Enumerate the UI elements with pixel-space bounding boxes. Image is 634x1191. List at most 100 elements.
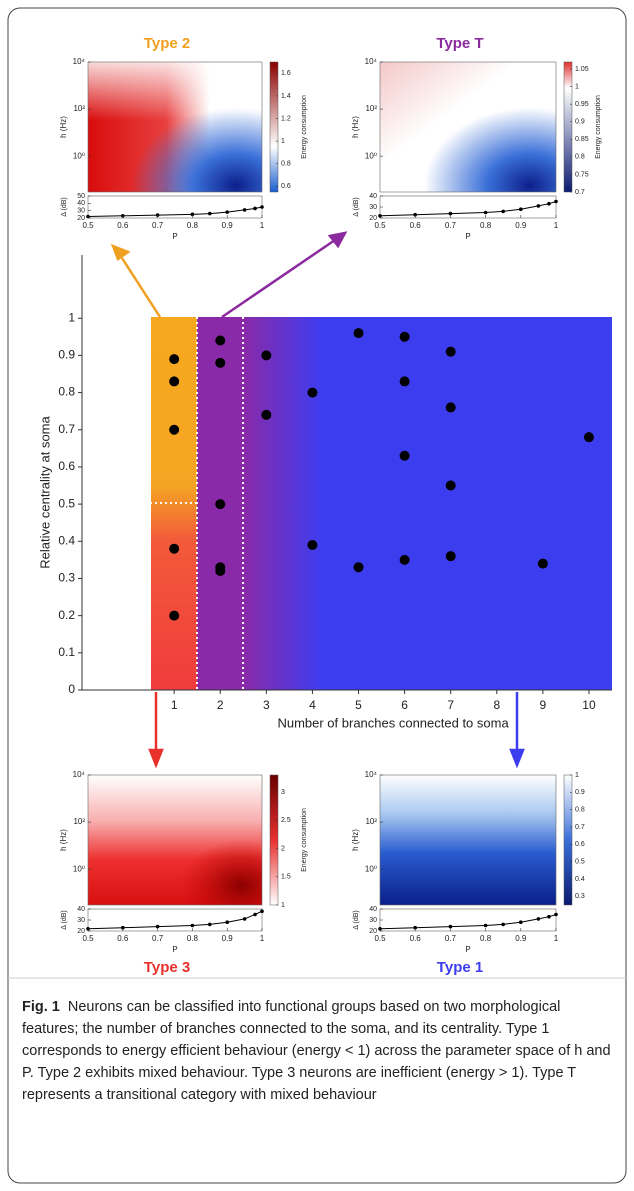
y-tick-label: 10⁴	[365, 770, 378, 779]
colorbar-label: Energy consumption	[301, 95, 308, 159]
delta-point	[554, 912, 558, 917]
x-tick-label: 1	[260, 221, 265, 230]
delta-y-label: Δ (dB)	[61, 910, 68, 929]
panel-title: Type 1	[437, 959, 483, 976]
colorbar-tick-label: 0.9	[575, 119, 585, 126]
arrows	[110, 231, 525, 769]
x-tick-label: 0.5	[82, 221, 94, 230]
colorbar-tick-label: 1.5	[281, 874, 291, 881]
delta-point	[448, 924, 453, 929]
y-tick-label: 10²	[73, 104, 85, 113]
delta-point	[501, 922, 506, 927]
colorbar-tick-label: 1.6	[281, 70, 291, 77]
heatmap-blue	[380, 62, 556, 192]
y-tick-label: 10⁰	[365, 864, 377, 873]
x-tick-label: 9	[540, 698, 547, 712]
delta-point	[155, 924, 160, 929]
colorbar-tick-label: 0.8	[575, 154, 585, 161]
x-tick-label: 5	[355, 698, 362, 712]
y-tick-label: 0.5	[58, 496, 75, 510]
colorbar-tick-label: 0.7	[575, 824, 585, 831]
data-point	[169, 424, 180, 435]
colorbar	[269, 774, 279, 906]
x-tick-label: 0.9	[222, 221, 234, 230]
colorbar-tick-label: 0.8	[575, 807, 585, 814]
data-point	[445, 480, 456, 491]
arrow	[120, 257, 162, 318]
delta-point	[547, 914, 551, 919]
colorbar-tick-label: 3	[281, 789, 285, 796]
delta-y-tick-label: 40	[77, 906, 85, 913]
delta-point	[260, 205, 264, 209]
data-point	[445, 346, 456, 357]
delta-y-tick-label: 30	[369, 917, 377, 924]
x-tick-label: 0.8	[187, 221, 199, 230]
delta-point	[253, 912, 257, 917]
y-tick-label: 10⁰	[73, 864, 85, 873]
y-tick-label: 10²	[365, 104, 377, 113]
panel-title: Type 2	[144, 35, 190, 52]
arrowhead	[509, 748, 525, 769]
colorbar-tick-label: 0.7	[575, 189, 585, 196]
y-tick-label: 1	[68, 310, 75, 324]
x-tick-label: 6	[401, 698, 408, 712]
colorbar-tick-label: 2	[281, 845, 285, 852]
x-tick-label: 0.5	[374, 934, 386, 943]
data-point	[261, 409, 272, 420]
colorbar-tick-label: 0.4	[575, 876, 585, 883]
delta-point	[190, 212, 195, 217]
y-axis-label: Relative centrality at soma	[37, 416, 52, 569]
colorbar-tick-label: 0.6	[281, 183, 291, 190]
x-tick-label: 0.7	[445, 934, 457, 943]
delta-point	[413, 925, 418, 930]
data-point	[445, 551, 456, 562]
heatmap-frame	[87, 61, 263, 193]
outer-border	[7, 7, 627, 1184]
data-point	[169, 543, 180, 554]
delta-point	[190, 923, 195, 928]
x-tick-label: 0.9	[515, 934, 527, 943]
data-point	[399, 450, 410, 461]
colorbar-tick-label: 0.8	[281, 161, 291, 168]
y-tick-label: 0.3	[58, 571, 75, 585]
data-point	[215, 566, 226, 577]
delta-y-tick-label: 40	[369, 193, 377, 200]
delta-y-label: Δ (dB)	[61, 197, 68, 216]
colorbar	[563, 61, 573, 193]
data-point	[399, 554, 410, 565]
y-tick-label: 0.1	[58, 645, 75, 659]
panel-title: Type 3	[144, 959, 190, 976]
colorbar-tick-label: 1.4	[281, 93, 291, 100]
delta-point	[242, 917, 247, 921]
delta-point	[554, 199, 558, 204]
x-tick-label: 4	[309, 698, 316, 712]
x-tick-label: 2	[217, 698, 224, 712]
y-tick-label: 10⁴	[73, 57, 86, 66]
delta-y-tick-label: 20	[77, 928, 85, 935]
delta-y-tick-label: 30	[77, 917, 85, 924]
arrowhead	[327, 231, 348, 249]
colorbar-tick-label: 0.3	[575, 893, 585, 900]
delta-point	[413, 212, 418, 217]
type-region	[322, 317, 612, 690]
panel-title: Type T	[436, 35, 483, 52]
caption: Fig. 1 Neurons can be classified into fun…	[22, 996, 614, 1106]
heatmap-dark	[88, 775, 262, 905]
delta-point	[547, 201, 551, 206]
heatmap-fill	[380, 775, 556, 905]
data-point	[537, 558, 548, 569]
delta-point	[536, 204, 541, 208]
x-tick-label: 7	[447, 698, 454, 712]
y-tick-label: 10⁰	[365, 151, 377, 160]
x-tick-label: 0.6	[410, 934, 422, 943]
x-axis-label: P	[172, 232, 177, 241]
data-point	[215, 357, 226, 368]
colorbar-label: Energy consumption	[595, 95, 602, 159]
arrowhead	[110, 243, 131, 261]
x-tick-label: 1	[171, 698, 178, 712]
y-tick-label: 0.9	[58, 348, 75, 362]
x-tick-label: 0.6	[117, 221, 129, 230]
delta-y-tick-label: 20	[77, 215, 85, 222]
type-region	[243, 317, 323, 690]
